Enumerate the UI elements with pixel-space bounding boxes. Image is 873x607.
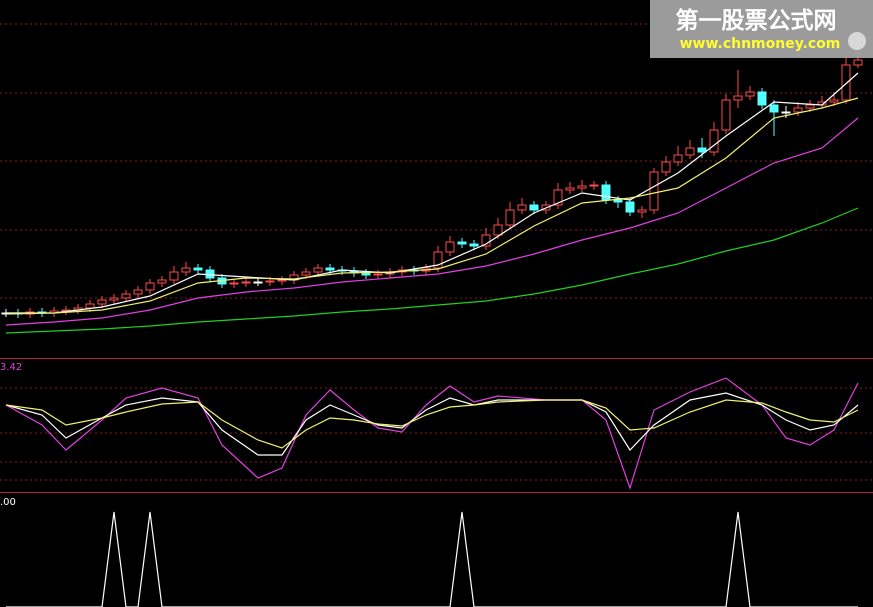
- candle-body: [853, 59, 863, 66]
- candle-body: [361, 272, 371, 276]
- grid: [0, 23, 873, 493]
- candle-body: [253, 281, 263, 284]
- candle-body: [193, 267, 203, 271]
- candle-body: [481, 234, 491, 247]
- candle-body: [529, 204, 539, 211]
- candle-body: [781, 111, 791, 114]
- candle-body: [97, 299, 107, 305]
- candle-body: [229, 282, 239, 285]
- candle-body: [673, 154, 683, 163]
- candle-body: [505, 209, 515, 226]
- line: [6, 72, 859, 314]
- candle-body: [313, 267, 323, 273]
- candle-body: [601, 184, 611, 201]
- candle-body: [589, 184, 599, 187]
- watermark-title: 第一股票公式网: [676, 7, 837, 34]
- candle-body: [769, 104, 779, 113]
- line: [5, 207, 859, 334]
- watermark-box: [650, 0, 873, 58]
- candle-body: [133, 289, 143, 295]
- candle-body: [685, 147, 695, 156]
- candle-body: [433, 251, 443, 269]
- candle-body: [553, 189, 563, 206]
- candle-body: [85, 303, 95, 309]
- candle-body: [169, 271, 179, 281]
- candle-body: [577, 185, 587, 189]
- candle-body: [301, 271, 311, 276]
- candle-body: [649, 171, 659, 211]
- candle-body: [613, 199, 623, 203]
- candle-body: [709, 129, 719, 153]
- candle-body: [661, 161, 671, 173]
- candle-body: [157, 279, 167, 284]
- candle-body: [793, 107, 803, 113]
- line: [5, 392, 859, 456]
- candle-body: [145, 282, 155, 291]
- candle-body: [469, 243, 479, 247]
- candle-body: [757, 91, 767, 106]
- candle-body: [625, 201, 635, 213]
- watermark: 第一股票公式网 www.chnmoney.com: [650, 0, 873, 58]
- watermark-icon: [848, 32, 866, 50]
- line: [5, 97, 859, 315]
- watermark-url: www.chnmoney.com: [680, 36, 841, 52]
- candle-body: [805, 104, 815, 109]
- plot-area: 3.42 .00: [0, 48, 863, 607]
- axis-label: .00: [0, 497, 16, 508]
- candle-body: [445, 241, 455, 253]
- candle-body: [829, 99, 839, 103]
- line: [6, 511, 858, 607]
- candle-body: [637, 209, 647, 213]
- line: [5, 117, 859, 326]
- line: [5, 399, 859, 449]
- candle-body: [493, 224, 503, 236]
- candle-body: [721, 99, 731, 131]
- candle-body: [745, 91, 755, 97]
- candle-body: [121, 293, 131, 299]
- line: [5, 377, 859, 490]
- candle-body: [841, 64, 851, 101]
- candle-body: [373, 273, 383, 276]
- candle-body: [265, 280, 275, 283]
- candle-body: [565, 187, 575, 191]
- axis-label: 3.42: [0, 362, 22, 373]
- candle-body: [457, 241, 467, 245]
- candle-body: [517, 204, 527, 211]
- candle-body: [241, 281, 251, 284]
- candle-body: [697, 147, 707, 153]
- candle-body: [277, 279, 287, 282]
- candle-body: [109, 297, 119, 301]
- candle-body: [733, 95, 743, 101]
- candle-body: [325, 267, 335, 271]
- candle-body: [181, 267, 191, 273]
